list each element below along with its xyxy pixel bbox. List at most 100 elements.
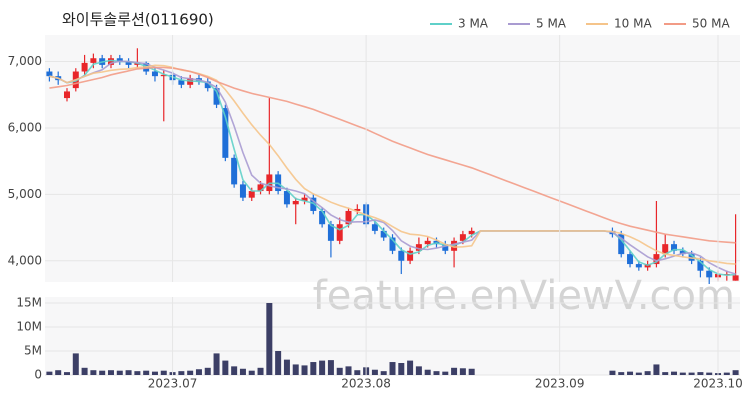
volume-bar [424, 369, 431, 375]
volume-bar [442, 371, 449, 375]
candle-body [371, 224, 378, 231]
volume-bar [63, 372, 70, 375]
volume-bar [90, 370, 97, 375]
volume-bar [178, 371, 185, 375]
ma-line [49, 64, 736, 265]
volume-bar [336, 367, 343, 375]
candle-body [257, 184, 264, 192]
y-tick-label: 5M [24, 344, 42, 358]
volume-bar [706, 372, 713, 375]
volume-bar [125, 370, 132, 375]
candle-body [345, 210, 352, 225]
candle-body [732, 275, 739, 281]
candle-body [319, 210, 326, 225]
chart-title: 와이투솔루션(011690) [62, 11, 214, 29]
volume-bar [310, 362, 317, 375]
candle-body [125, 61, 132, 65]
volume-bar [231, 366, 238, 375]
volume-bar [635, 372, 642, 375]
volume-bar [213, 353, 220, 375]
x-tick-label: 2023.09 [535, 377, 585, 391]
candle-body [204, 81, 211, 89]
volume-bar [283, 359, 290, 375]
volume-bar [697, 372, 704, 375]
ma-line [49, 60, 736, 275]
candle-body [231, 157, 238, 185]
volume-bar [723, 372, 730, 375]
candle-body [107, 58, 114, 65]
y-tick-label: 10M [16, 320, 42, 334]
volume-bar [46, 371, 53, 375]
volume-bar [55, 370, 62, 375]
candle-body [635, 264, 642, 268]
candle-body [283, 191, 290, 205]
legend-label: 10 MA [614, 17, 652, 31]
volume-bar [345, 366, 352, 375]
volume-bar [618, 372, 625, 375]
volume-bar [679, 372, 686, 375]
candle-body [662, 244, 669, 255]
volume-bar [732, 370, 739, 375]
volume-bar [248, 370, 255, 375]
candle-body [389, 237, 396, 251]
candle-body [468, 230, 475, 235]
volume-bar [195, 369, 202, 375]
candle-body [354, 208, 361, 211]
volume-bar [354, 370, 361, 375]
ma-line [49, 59, 736, 277]
candle-body [46, 71, 53, 77]
candle-body [653, 254, 660, 265]
legend-label: 5 MA [536, 17, 567, 31]
ma-line [49, 66, 736, 244]
volume-bar [468, 368, 475, 375]
volume-bar [398, 363, 405, 375]
legend-label: 3 MA [458, 17, 489, 31]
candle-body [424, 240, 431, 245]
candle-body [178, 80, 185, 85]
candle-body [679, 250, 686, 255]
candle-body [222, 108, 229, 158]
volume-bar [160, 370, 167, 375]
volume-bar [266, 303, 273, 375]
y-tick-label: 7,000 [8, 54, 42, 68]
candle-body [151, 71, 158, 77]
volume-bar [187, 370, 194, 375]
volume-bar [134, 371, 141, 375]
candle-body [697, 260, 704, 271]
volume-bar [380, 371, 387, 375]
volume-bar [301, 365, 308, 375]
volume-bar [433, 371, 440, 375]
volume-bar [371, 369, 378, 375]
y-tick-label: 0 [34, 368, 42, 382]
volume-bar [688, 372, 695, 375]
candle-body [706, 270, 713, 278]
volume-bar [81, 367, 88, 375]
volume-bar [671, 371, 678, 375]
volume-bar [327, 360, 334, 375]
volume-bar [275, 351, 282, 375]
volume-bar [292, 364, 299, 375]
y-tick-label: 4,000 [8, 253, 42, 267]
candle-body [81, 62, 88, 72]
volume-bar [257, 367, 264, 375]
volume-bar [653, 364, 660, 375]
candle-body [380, 230, 387, 238]
volume-bar [407, 360, 414, 375]
candle-body [459, 234, 466, 241]
volume-bar [99, 370, 106, 375]
volume-bar [107, 370, 114, 375]
candle-body [160, 74, 167, 77]
x-tick-label: 2023.07 [148, 377, 198, 391]
candle-body [398, 250, 405, 261]
x-tick-label: 2023.10 [693, 377, 743, 391]
volume-bar [72, 353, 79, 375]
candle-body [239, 184, 246, 198]
legend-label: 50 MA [692, 17, 730, 31]
volume-bar [143, 370, 150, 375]
volume-bar [239, 368, 246, 375]
candle-body [90, 58, 97, 63]
candle-body [407, 250, 414, 261]
x-tick-label: 2023.08 [341, 377, 391, 391]
volume-bar [415, 366, 422, 375]
